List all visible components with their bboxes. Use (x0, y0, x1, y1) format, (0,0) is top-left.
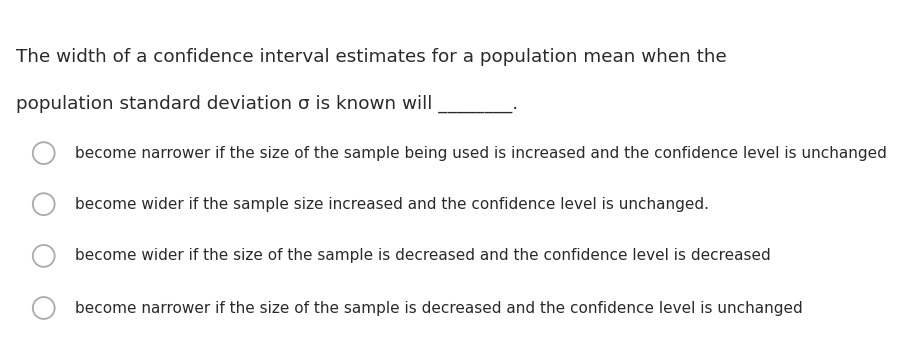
Text: population standard deviation σ is known will ________.: population standard deviation σ is known… (16, 95, 518, 113)
Text: become narrower if the size of the sample is decreased and the confidence level : become narrower if the size of the sampl… (75, 301, 803, 315)
Text: become wider if the size of the sample is decreased and the confidence level is : become wider if the size of the sample i… (75, 249, 771, 263)
Text: The width of a confidence interval estimates for a population mean when the: The width of a confidence interval estim… (16, 48, 727, 65)
Text: become wider if the sample size increased and the confidence level is unchanged.: become wider if the sample size increase… (75, 197, 709, 212)
Text: become narrower if the size of the sample being used is increased and the confid: become narrower if the size of the sampl… (75, 146, 886, 161)
